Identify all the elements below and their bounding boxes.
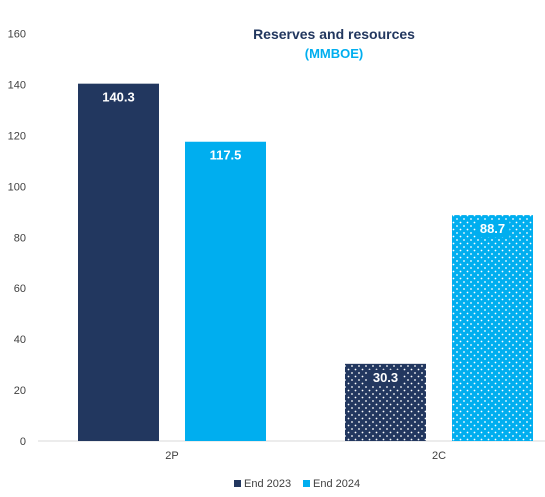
y-tick-label: 0 [20, 436, 26, 448]
bar-2c-series-2 [452, 215, 533, 441]
y-tick-label: 40 [14, 334, 26, 346]
legend-swatch [303, 480, 310, 487]
y-tick-label: 140 [8, 79, 26, 91]
y-axis: 0 20 40 60 80 100 120 140 160 [8, 29, 26, 449]
bar-label-background [475, 221, 510, 238]
y-tick-label: 160 [8, 29, 26, 41]
y-tick-label: 60 [14, 283, 26, 295]
chart-subtitle: (MMBOE) [305, 46, 364, 61]
x-tick-label: 2P [165, 450, 178, 462]
legend-swatch [234, 480, 241, 487]
y-tick-label: 120 [8, 130, 26, 142]
bar-value-label: 140.3 [102, 90, 135, 105]
y-tick-label: 80 [14, 232, 26, 244]
y-tick-label: 20 [14, 385, 26, 397]
chart-title: Reserves and resources [253, 26, 415, 42]
legend-label: End 2023 [244, 478, 291, 490]
x-axis: 2P 2C [165, 450, 446, 462]
legend-label: End 2024 [313, 478, 360, 490]
bar-2p-series-1 [78, 83, 159, 442]
bars: 140.3 117.5 30.3 88.7 [78, 83, 533, 442]
bar-value-label: 30.3 [373, 370, 398, 385]
legend: End 2023 End 2024 [234, 478, 360, 490]
y-tick-label: 100 [8, 181, 26, 193]
bar-value-label: 88.7 [480, 221, 505, 236]
bar-2p-series-2 [185, 141, 266, 441]
x-tick-label: 2C [432, 450, 446, 462]
bar-value-label: 117.5 [210, 148, 242, 163]
bar-label-background [368, 369, 403, 386]
